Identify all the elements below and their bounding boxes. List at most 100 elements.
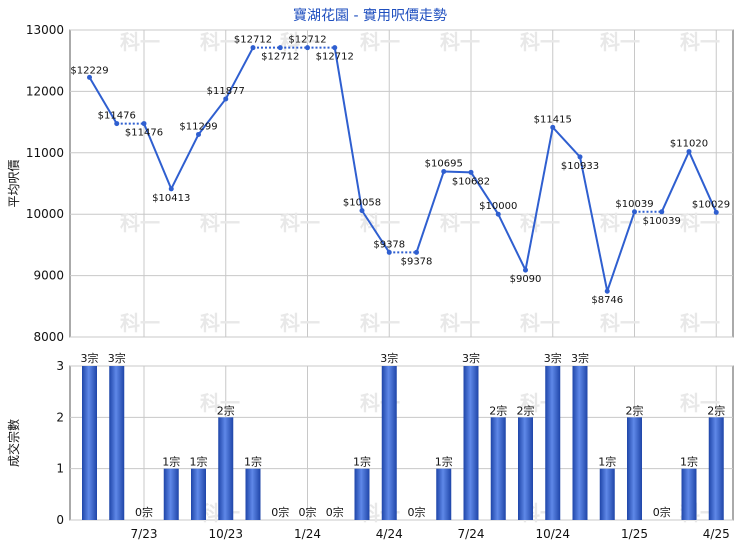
volume-bar-label: 0宗 [299, 505, 317, 519]
volume-bar [109, 366, 125, 520]
price-line-segment [552, 126, 581, 158]
price-point [523, 267, 528, 273]
price-point-label: $9090 [510, 274, 542, 285]
volume-bar-label: 0宗 [271, 505, 289, 519]
watermark-text: 科一 [520, 211, 560, 235]
price-point-label: $10058 [343, 198, 381, 209]
price-point-label: $11476 [98, 111, 136, 122]
chart-title: 寶湖花園 - 實用呎價走勢 [293, 7, 447, 24]
price-line-segment [524, 127, 554, 271]
price-y-tick: 9000 [33, 269, 64, 283]
price-y-tick: 10000 [26, 207, 64, 221]
price-point [577, 154, 583, 160]
price-line-segment [660, 151, 690, 213]
price-point-label: $11476 [125, 128, 163, 139]
price-line-segment [361, 210, 391, 253]
price-point [495, 211, 501, 217]
price-point [168, 186, 174, 192]
price-point-label: $11020 [670, 139, 708, 150]
price-line-segment [88, 76, 118, 125]
volume-bar-label: 1宗 [190, 455, 208, 469]
price-y-tick: 12000 [26, 84, 64, 98]
x-tick-label: 1/24 [294, 527, 321, 541]
volume-bar [681, 468, 697, 520]
x-tick-label: 7/23 [131, 527, 158, 541]
volume-y-tick: 2 [56, 410, 64, 424]
price-point [332, 45, 338, 51]
price-y-axis-title: 平均呎價 [7, 159, 21, 207]
price-point-label: $9378 [373, 239, 405, 250]
volume-bar-label: 3宗 [380, 351, 398, 365]
price-point-label: $10000 [479, 201, 517, 212]
price-point-label: $12229 [70, 65, 108, 76]
volume-bar [163, 468, 179, 520]
price-point-label: $12712 [261, 52, 299, 63]
price-point-label: $10695 [425, 159, 463, 170]
volume-bar-label: 2宗 [217, 403, 235, 417]
watermark-text: 科一 [600, 30, 640, 54]
price-line-segment [143, 123, 173, 190]
watermark-text: 科一 [120, 311, 160, 335]
volume-bar-label: 1宗 [353, 455, 371, 469]
volume-bar-label: 2宗 [489, 403, 507, 417]
volume-bar [191, 468, 206, 520]
price-point-label: $10682 [452, 176, 490, 187]
price-point-label: $10413 [152, 193, 190, 204]
price-point [468, 169, 474, 175]
volume-bar-label: 0宗 [653, 505, 671, 519]
x-tick-label: 10/23 [208, 527, 243, 541]
price-point-label: $8746 [591, 295, 623, 306]
price-point-label: $9378 [401, 256, 433, 267]
price-point [305, 45, 310, 51]
price-point [114, 121, 120, 127]
volume-bar [708, 417, 724, 520]
price-line-segment [333, 47, 363, 211]
watermark-text: 科一 [520, 311, 560, 335]
price-point [686, 149, 692, 155]
volume-bar-label: 1宗 [435, 455, 453, 469]
watermark-text: 科一 [440, 211, 480, 235]
price-y-tick: 8000 [33, 330, 64, 344]
volume-bar [381, 366, 397, 520]
volume-bar-label: 0宗 [326, 505, 344, 519]
price-line-segment [443, 170, 472, 174]
watermark-text: 科一 [280, 311, 320, 335]
volume-bar-label: 0宗 [135, 505, 153, 519]
volume-y-tick: 0 [56, 513, 64, 527]
volume-bar-label: 2宗 [707, 403, 725, 417]
price-point-label: $12712 [234, 35, 272, 46]
volume-bar-label: 1宗 [162, 455, 180, 469]
price-point [250, 45, 256, 51]
volume-bar-label: 3宗 [571, 351, 589, 365]
price-line-segment [170, 133, 200, 190]
x-tick-label: 1/25 [621, 527, 648, 541]
price-point [141, 121, 147, 127]
volume-bar-label: 3宗 [108, 351, 126, 365]
volume-bar [627, 417, 642, 520]
price-point [359, 208, 365, 214]
price-line-segment [224, 47, 254, 100]
watermark-text: 科一 [120, 211, 160, 235]
volume-bar-label: 1宗 [680, 455, 698, 469]
price-point [604, 288, 610, 294]
watermark-text: 科一 [360, 311, 400, 335]
watermark-text: 科一 [680, 391, 720, 415]
price-point [659, 209, 665, 215]
watermark-text: 科一 [200, 30, 240, 54]
price-point [441, 169, 447, 175]
volume-bar [436, 468, 452, 520]
price-point-label: $12712 [316, 52, 354, 63]
watermark-text: 科一 [280, 30, 320, 54]
volume-bar-label: 1宗 [598, 455, 616, 469]
price-point [632, 209, 637, 215]
price-point [713, 209, 719, 215]
price-point [87, 74, 92, 80]
volume-bar-label: 1宗 [244, 455, 262, 469]
price-point [386, 249, 392, 255]
volume-y-tick: 3 [56, 359, 64, 373]
volume-bar-label: 0宗 [408, 505, 426, 519]
price-point-label: $10039 [643, 216, 681, 227]
price-line-segment [688, 151, 718, 213]
watermark-text: 科一 [200, 311, 240, 335]
